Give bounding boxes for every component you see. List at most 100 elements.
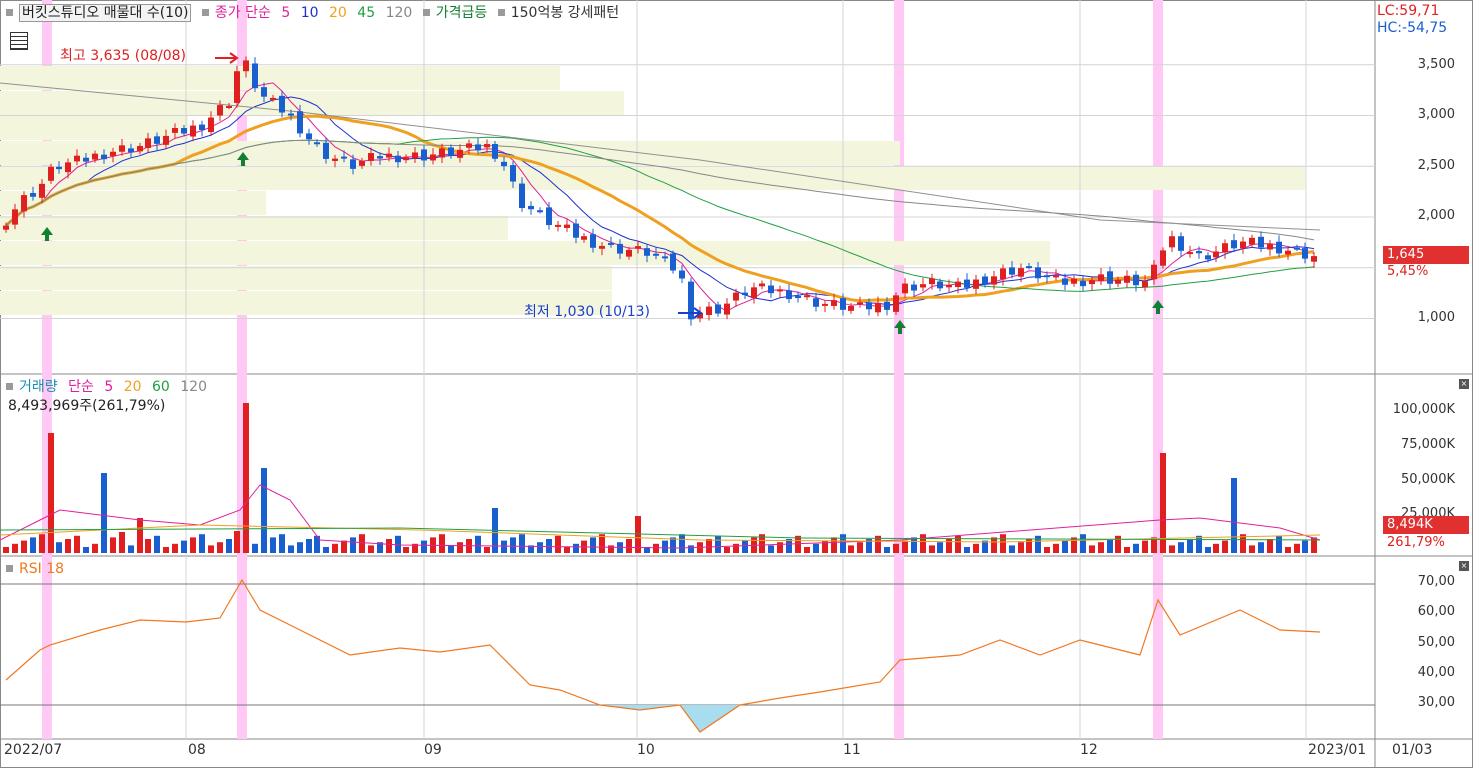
candle [341,156,347,159]
candle [759,283,765,287]
candle [1018,268,1024,277]
candle [1107,271,1113,284]
candle [644,248,650,256]
volume-bar [857,542,863,553]
candle [457,149,463,158]
candle [21,195,27,212]
candle [163,135,169,145]
candle [1142,281,1148,288]
volume-bar [1089,545,1095,553]
volume-bar [1285,547,1291,553]
volume-bar [457,542,463,553]
candle [519,183,525,209]
candle [48,166,54,181]
x-axis-12: 12 [1080,742,1098,758]
volume-bar [199,534,205,553]
candle [1222,243,1228,253]
volume-profile-bar [0,266,612,290]
volume-change: 261,79% [1387,535,1445,550]
candle [546,207,552,226]
rsi-close-icon[interactable]: × [1459,561,1469,571]
volume-axis-75000: 75,000K [1400,437,1455,452]
candle [937,281,943,289]
candle [395,155,401,163]
candle [1124,275,1130,283]
volume-bar [795,535,801,553]
volume-bar [332,543,338,553]
volume-bar [964,547,970,553]
signal-up-arrow-icon [41,227,53,241]
chart-title[interactable]: 버킷스튜디오 매물대 수(10) [19,4,192,22]
volume-current: 8,493,969주(261,79%) [8,398,166,414]
candle [92,153,98,160]
x-axis-09: 09 [424,742,442,758]
volume-ma-120: 120 [180,379,207,395]
candle [866,302,872,310]
candle [911,284,917,291]
volume-bar [1142,540,1148,553]
candle [946,284,952,288]
candle [234,71,240,103]
price-tag: 1,645 [1383,246,1469,264]
volume-bar [475,535,481,553]
volume-bar [662,540,668,553]
candle [1115,279,1121,284]
volume-close-icon[interactable]: × [1459,379,1469,389]
volume-ma-20 [0,524,1321,543]
candle [359,160,365,166]
volume-bar [314,535,320,553]
candle [795,296,801,299]
candle [314,142,320,145]
volume-bar [653,543,659,553]
candle [1071,278,1077,284]
price-axis-1000: 1,000 [1417,310,1455,325]
highlight-column [42,0,52,739]
moving-average-20 [4,114,1315,303]
volume-bar [1044,547,1050,553]
candle [715,304,721,314]
highlight-column [237,0,247,739]
volume-bar [341,540,347,553]
ma-20: 20 [329,5,347,21]
candle [448,147,454,156]
volume-bar [1026,539,1032,553]
candle [12,209,18,225]
ma-10: 10 [300,5,319,21]
volume-bar [1107,539,1113,553]
volume-bar [840,534,846,553]
candle [573,223,579,238]
volume-bar [1151,537,1157,553]
candle [831,300,837,306]
volume-bar [1249,545,1255,553]
volume-ma-60 [0,527,1321,541]
volume-ma-5: 5 [104,379,114,395]
candle [742,292,748,296]
volume-bar [564,547,570,553]
candle [1213,251,1219,258]
rsi-legend: RSI 18 [6,561,70,577]
volume-bar [884,547,890,553]
volume-bar [777,542,783,553]
volume-bar [101,473,107,553]
candle [706,306,712,315]
volume-bar [715,535,721,553]
candle [670,253,676,271]
rsi-axis-50: 50,00 [1417,635,1455,650]
calendar-icon[interactable] [10,32,28,50]
candle [1009,267,1015,275]
candle [564,224,570,228]
candle [964,279,970,288]
candle [768,285,774,294]
candle [777,289,783,292]
volume-bar [368,545,374,553]
candle [137,145,143,152]
candle [101,154,107,160]
volume-bar [12,543,18,553]
low-annotation: 최저 1,030 (10/13) [524,304,651,320]
volume-bar [270,537,276,553]
candle [466,143,472,148]
volume-axis-50000: 50,000K [1400,472,1455,487]
volume-bar [991,537,997,553]
volume-bar [742,540,748,553]
